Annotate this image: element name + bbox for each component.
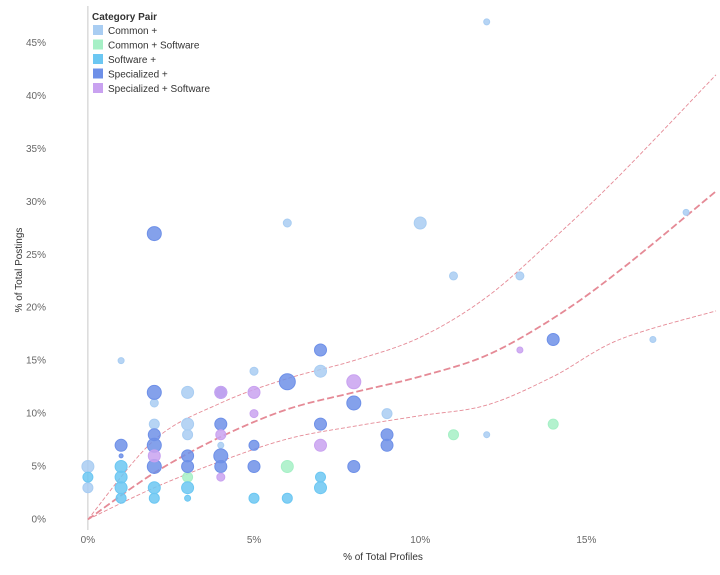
legend-label: Specialized + Software: [108, 84, 210, 95]
data-point[interactable]: [248, 492, 260, 504]
y-tick-label: 0%: [32, 514, 47, 525]
y-tick-label: 5%: [32, 461, 47, 472]
x-tick-label: 0%: [81, 535, 96, 546]
data-point[interactable]: [280, 460, 294, 473]
data-point[interactable]: [147, 449, 161, 463]
data-point[interactable]: [314, 417, 327, 431]
data-point[interactable]: [346, 374, 362, 390]
y-tick-label: 30%: [26, 197, 46, 208]
data-point[interactable]: [81, 460, 95, 473]
data-point[interactable]: [448, 429, 459, 441]
data-point[interactable]: [181, 417, 195, 431]
data-point[interactable]: [181, 481, 195, 495]
data-point[interactable]: [247, 460, 261, 473]
data-point[interactable]: [314, 481, 327, 495]
data-point[interactable]: [381, 408, 393, 420]
x-tick-label: 10%: [410, 535, 430, 546]
data-point[interactable]: [449, 271, 458, 281]
data-point[interactable]: [182, 429, 194, 441]
data-point[interactable]: [215, 429, 227, 441]
legend-label: Common + Software: [108, 41, 200, 52]
data-point[interactable]: [547, 418, 559, 430]
data-point[interactable]: [314, 343, 327, 357]
data-point[interactable]: [214, 417, 228, 431]
trend-lower-band: [87, 310, 717, 520]
data-point[interactable]: [247, 385, 261, 399]
data-point[interactable]: [347, 460, 361, 473]
y-axis-ticks: 0% 5% 10% 15% 20% 25% 30% 35% 40% 45%: [26, 38, 46, 525]
data-point[interactable]: [346, 395, 362, 411]
trend-line: [87, 190, 717, 521]
data-point[interactable]: [314, 364, 327, 378]
data-point[interactable]: [282, 218, 292, 228]
data-point[interactable]: [148, 418, 160, 430]
y-tick-label: 20%: [26, 303, 46, 314]
data-point[interactable]: [682, 208, 690, 216]
y-tick-label: 15%: [26, 356, 46, 367]
data-point[interactable]: [146, 226, 162, 242]
legend-swatch: [93, 54, 103, 64]
data-point[interactable]: [114, 438, 128, 452]
data-point[interactable]: [483, 18, 491, 26]
data-point[interactable]: [82, 482, 94, 494]
data-point[interactable]: [248, 439, 260, 451]
data-point[interactable]: [315, 471, 326, 483]
data-point[interactable]: [114, 460, 128, 473]
data-point[interactable]: [546, 333, 560, 346]
y-tick-label: 25%: [26, 250, 46, 261]
legend-label: Specialized +: [108, 70, 168, 81]
x-tick-label: 5%: [247, 535, 262, 546]
data-point[interactable]: [82, 471, 94, 483]
y-tick-label: 45%: [26, 38, 46, 49]
legend-label: Software +: [108, 55, 156, 66]
data-point[interactable]: [216, 472, 226, 482]
data-point[interactable]: [117, 357, 125, 365]
data-point[interactable]: [278, 373, 296, 391]
legend-label: Common +: [108, 26, 157, 37]
y-axis-title-group: % of Total Postings: [14, 228, 25, 313]
data-point[interactable]: [649, 336, 657, 343]
legend-swatch: [93, 25, 103, 35]
legend-swatch: [93, 83, 103, 93]
x-tick-label: 15%: [576, 535, 596, 546]
data-point[interactable]: [214, 385, 228, 399]
legend-items: Common + Common + Software Software + Speci…: [93, 25, 210, 95]
data-point[interactable]: [380, 438, 394, 452]
data-point[interactable]: [413, 216, 427, 230]
legend-swatch: [93, 68, 103, 79]
x-axis-title: % of Total Profiles: [343, 552, 423, 563]
data-point[interactable]: [148, 492, 160, 504]
data-point[interactable]: [483, 431, 491, 439]
data-point[interactable]: [146, 384, 162, 400]
y-tick-label: 35%: [26, 144, 46, 155]
legend-title: Category Pair: [92, 12, 157, 23]
data-point[interactable]: [115, 492, 127, 504]
legend: Category Pair Common + Common + Software S…: [92, 12, 210, 95]
data-point[interactable]: [281, 492, 293, 504]
data-point[interactable]: [149, 398, 159, 408]
y-axis-title: % of Total Postings: [14, 228, 25, 313]
data-point[interactable]: [181, 385, 195, 399]
data-point[interactable]: [515, 271, 525, 281]
data-points: [81, 18, 690, 504]
trend-lines: [87, 74, 717, 521]
data-point[interactable]: [184, 494, 192, 502]
data-point[interactable]: [217, 441, 225, 449]
data-point[interactable]: [249, 409, 259, 419]
data-point[interactable]: [147, 481, 161, 495]
x-axis-ticks: 0% 5% 10% 15%: [81, 535, 597, 546]
data-point[interactable]: [249, 366, 259, 376]
data-point[interactable]: [214, 460, 228, 473]
trend-upper-band: [87, 74, 717, 520]
data-point[interactable]: [181, 460, 195, 473]
data-point[interactable]: [314, 438, 327, 452]
data-point[interactable]: [516, 346, 524, 354]
y-tick-label: 40%: [26, 91, 46, 102]
data-point[interactable]: [182, 471, 194, 483]
data-point[interactable]: [118, 453, 124, 459]
y-tick-label: 10%: [26, 409, 46, 420]
legend-swatch: [93, 39, 103, 50]
